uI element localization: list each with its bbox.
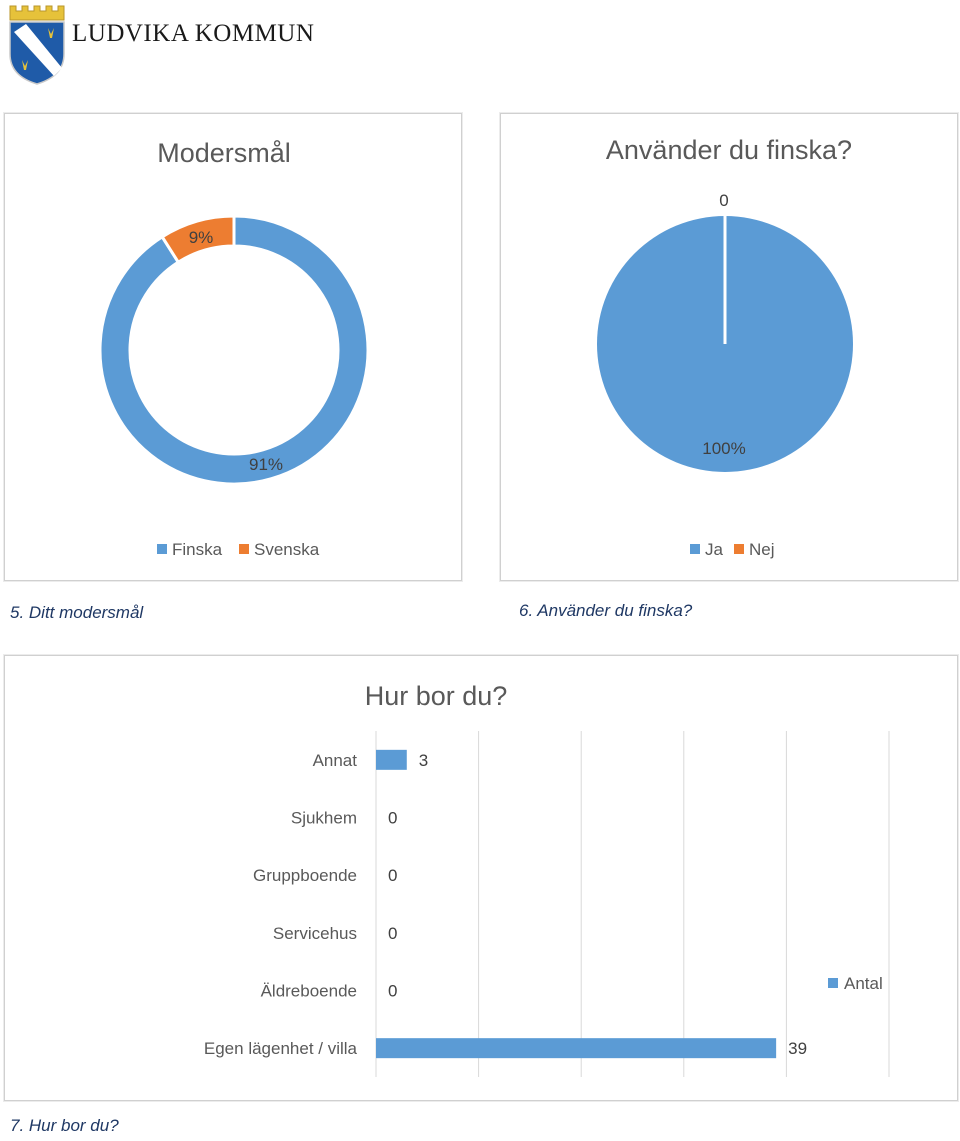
legend-label-svenska: Svenska — [254, 540, 320, 559]
bar — [376, 1038, 777, 1059]
legend-label-antal: Antal — [844, 974, 883, 993]
chart-anvander-finska: Använder du finska? 0 100% Ja Nej — [500, 113, 958, 581]
chart-title: Modersmål — [157, 138, 291, 168]
caption-q6: 6. Använder du finska? — [519, 601, 693, 620]
data-label-svenska: 9% — [189, 228, 214, 247]
legend-swatch-nej — [734, 544, 744, 554]
bar-grid — [375, 731, 890, 1077]
value-label: 0 — [388, 809, 397, 828]
category-label: Äldreboende — [261, 982, 357, 1001]
value-label: 0 — [388, 866, 397, 885]
value-label: 0 — [388, 924, 397, 943]
legend-swatch-svenska — [239, 544, 249, 554]
bar-value-labels: 3 0 0 0 0 39 — [388, 751, 807, 1058]
logo: LUDVIKA KOMMUN — [4, 2, 314, 86]
donut-slice-finska — [98, 214, 370, 486]
chart-modersmal-svg: Modersmål 91% 9% Finska Svenska — [98, 138, 370, 559]
legend-label-finska: Finska — [172, 540, 223, 559]
data-label-ja: 100% — [702, 439, 745, 458]
bar-category-labels: Annat Sjukhem Gruppboende Servicehus Äldrebo… — [204, 751, 358, 1058]
chart-title: Hur bor du? — [365, 681, 508, 711]
coat-of-arms-icon — [9, 5, 65, 85]
bar — [376, 749, 407, 770]
value-label: 0 — [388, 982, 397, 1001]
chart-hur-bor-svg: Hur bor du? Annat Sjukhem Gruppboende Servi… — [204, 681, 890, 1077]
legend-label-ja: Ja — [705, 540, 724, 559]
legend-swatch-finska — [157, 544, 167, 554]
legend-swatch-ja — [690, 544, 700, 554]
chart-anvander-svg: Använder du finska? 0 100% Ja Nej — [597, 135, 853, 559]
value-label: 39 — [788, 1039, 807, 1058]
caption-q5: 5. Ditt modersmål — [10, 603, 144, 622]
category-label: Gruppboende — [253, 866, 357, 885]
legend-label-nej: Nej — [749, 540, 775, 559]
data-label-finska: 91% — [249, 455, 283, 474]
value-label: 3 — [419, 751, 428, 770]
donut-slice-svenska — [160, 214, 236, 265]
chart-title: Använder du finska? — [606, 135, 852, 165]
chart-hur-bor-du: Hur bor du? Annat Sjukhem Gruppboende Servi… — [4, 655, 958, 1101]
category-label: Annat — [313, 751, 358, 770]
chart-modersmal: Modersmål 91% 9% Finska Svenska — [4, 113, 462, 581]
donut-slices — [98, 214, 370, 486]
logo-text: LUDVIKA KOMMUN — [72, 20, 315, 47]
category-label: Egen lägenhet / villa — [204, 1039, 358, 1058]
category-label: Servicehus — [273, 924, 357, 943]
legend-swatch-antal — [828, 978, 838, 988]
data-label-nej: 0 — [719, 191, 728, 210]
caption-q7: 7. Hur bor du? — [10, 1116, 119, 1135]
bar-marks — [376, 749, 777, 1059]
pie-slices — [597, 216, 853, 472]
category-label: Sjukhem — [291, 809, 357, 828]
